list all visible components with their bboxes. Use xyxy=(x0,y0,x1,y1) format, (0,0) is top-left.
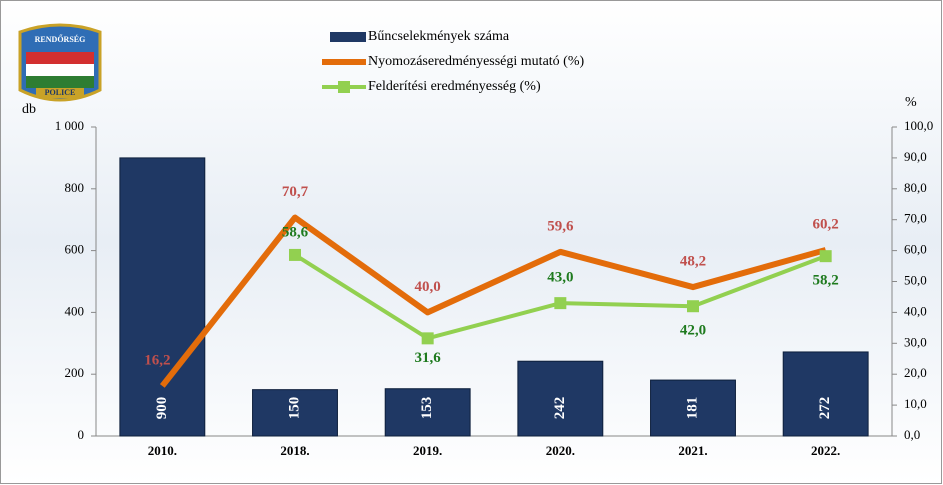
bar-value-label: 272 xyxy=(817,397,833,420)
bar xyxy=(120,158,205,436)
bar-value-label: 242 xyxy=(552,397,568,420)
legend-label: Felderítési eredményesség (%) xyxy=(368,79,541,94)
y2-tick-label: 40,0 xyxy=(904,303,927,318)
bar-value-label: 150 xyxy=(286,397,302,420)
point xyxy=(687,300,699,312)
line-value-label: 43,0 xyxy=(547,270,573,286)
y-tick-label: 200 xyxy=(65,365,85,380)
x-tick-label: 2020. xyxy=(546,443,575,458)
line-value-label: 58,6 xyxy=(282,224,309,240)
bar xyxy=(783,352,868,436)
legend-marker xyxy=(338,81,350,93)
logo-top: RENDŐRSÉG xyxy=(35,34,86,44)
bar-value-label: 153 xyxy=(419,397,435,420)
line-value-label: 58,2 xyxy=(813,273,839,289)
y-tick-label: 800 xyxy=(65,180,85,195)
logo-bottom: POLICE xyxy=(45,88,76,97)
y2-tick-label: 50,0 xyxy=(904,272,927,287)
y-tick-label: 1 000 xyxy=(55,118,84,133)
page: RENDŐRSÉG POLICE db % 0 200 400 600 800 1 000… xyxy=(0,0,943,485)
point xyxy=(554,297,566,309)
y2-tick-label: 90,0 xyxy=(904,149,927,164)
line-value-label: 40,0 xyxy=(415,279,441,295)
line-value-label: 59,6 xyxy=(547,218,574,234)
logo: RENDŐRSÉG POLICE xyxy=(20,25,100,100)
y-axis-label: db xyxy=(22,102,36,117)
y2-tick-label: 60,0 xyxy=(904,242,927,257)
y-tick-label: 600 xyxy=(65,242,85,257)
line-value-label: 16,2 xyxy=(144,352,170,368)
y2-tick-label: 10,0 xyxy=(904,396,927,411)
x-tick-label: 2019. xyxy=(413,443,442,458)
y2-tick-label: 20,0 xyxy=(904,365,927,380)
legend-label: Nyomozáseredményességi mutató (%) xyxy=(368,54,584,69)
x-tick-label: 2022. xyxy=(811,443,840,458)
line-value-label: 31,6 xyxy=(415,350,442,366)
legend-swatch xyxy=(330,32,366,42)
y-tick-label: 400 xyxy=(65,303,85,318)
line-value-label: 48,2 xyxy=(680,253,706,269)
point xyxy=(289,249,301,261)
y2-tick-label: 0,0 xyxy=(904,427,920,442)
line-value-label: 70,7 xyxy=(282,184,309,200)
x-tick-label: 2021. xyxy=(678,443,707,458)
x-tick-label: 2018. xyxy=(280,443,309,458)
y-tick-label: 0 xyxy=(78,427,85,442)
y2-tick-label: 70,0 xyxy=(904,211,927,226)
x-tick-label: 2010. xyxy=(148,443,177,458)
y2-tick-label: 100,0 xyxy=(904,118,933,133)
line-value-label: 60,2 xyxy=(813,216,839,232)
y2-axis-label: % xyxy=(905,95,917,110)
point xyxy=(422,332,434,344)
point xyxy=(820,250,832,262)
y2-tick-label: 80,0 xyxy=(904,180,927,195)
y2-tick-label: 30,0 xyxy=(904,334,927,349)
line-value-label: 42,0 xyxy=(680,323,706,339)
legend-label: Bűncselekmények száma xyxy=(368,29,510,44)
bar-value-label: 181 xyxy=(684,397,700,420)
bar-value-label: 900 xyxy=(154,397,170,420)
chart: RENDŐRSÉG POLICE db % 0 200 400 600 800 1 000… xyxy=(0,0,943,485)
